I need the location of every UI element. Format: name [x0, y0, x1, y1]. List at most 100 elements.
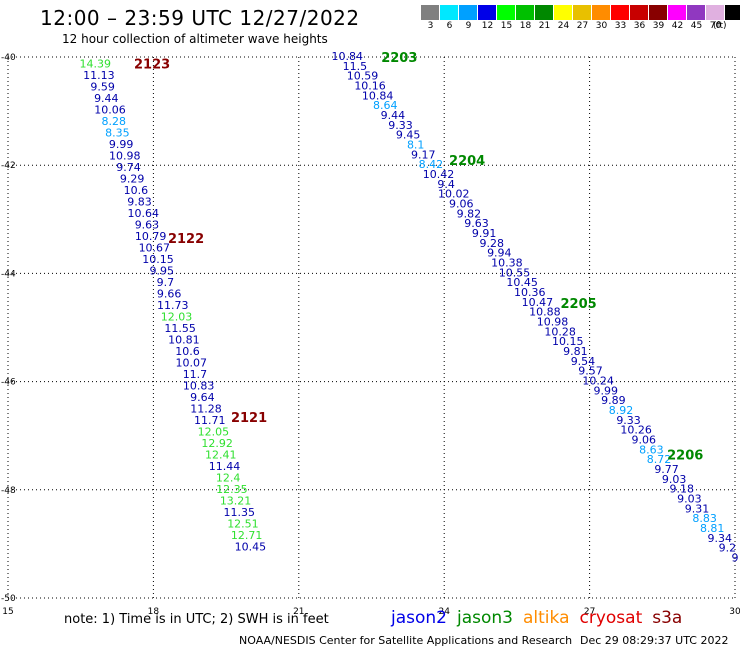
color-scale-labels: 3 6 9 12 15 18 21 24 27 30 33 36 39 42 45 70	[421, 21, 725, 31]
data-label: 12.71	[231, 529, 263, 542]
data-label: 9.91	[472, 227, 497, 240]
color-scale-cell	[459, 5, 478, 20]
data-label: 11.35	[224, 506, 256, 519]
track-label: 2122	[168, 232, 204, 247]
data-label: 14.39	[79, 57, 111, 70]
y-tick-label: -48	[1, 486, 16, 496]
data-label: 9.33	[388, 119, 413, 132]
data-label: 9.82	[457, 207, 482, 220]
data-label: 10.83	[183, 380, 215, 393]
data-label: 12.41	[205, 449, 237, 462]
data-label: 12.51	[227, 518, 259, 531]
color-scale-label: 39	[652, 21, 665, 31]
data-label: 9.28	[479, 237, 504, 250]
color-scale-label: 30	[595, 21, 608, 31]
legend-item-altika: altika	[523, 608, 570, 628]
color-scale-cell	[687, 5, 706, 20]
data-label: 8.35	[105, 127, 130, 140]
data-label: 10.98	[537, 315, 569, 328]
data-label: 9.44	[94, 92, 119, 105]
color-scale-cell	[706, 5, 725, 20]
color-scale-cell	[611, 5, 630, 20]
page-subtitle: 12 hour collection of altimeter wave hei…	[62, 32, 328, 46]
data-label: 9.31	[685, 502, 710, 515]
data-label: 9.99	[109, 138, 134, 151]
color-scale-label: 24	[557, 21, 570, 31]
color-scale-label: 15	[500, 21, 513, 31]
data-label: 8.1	[407, 138, 425, 151]
data-label: 9.03	[677, 492, 702, 505]
data-label: 11.7	[183, 368, 208, 381]
data-label: 9.83	[127, 196, 152, 209]
data-label: 9.44	[381, 109, 406, 122]
color-scale-label: 18	[519, 21, 532, 31]
data-label: 9.99	[594, 384, 619, 397]
timestamp-text: Dec 29 08:29:37 UTC 2022	[580, 634, 729, 647]
color-scale-label: 70	[709, 21, 722, 31]
track-label: 2205	[561, 297, 597, 312]
page-title: 12:00 – 23:59 UTC 12/27/2022	[40, 6, 360, 30]
legend-item-cryosat: cryosat	[579, 608, 643, 628]
data-label: 9.06	[632, 433, 657, 446]
legend-item-jason2: jason2	[391, 608, 447, 628]
data-label: 10.6	[175, 345, 200, 358]
color-scale-unit: (ft)	[713, 21, 727, 31]
data-label: 9.59	[90, 80, 115, 93]
color-scale-label: 9	[465, 21, 472, 31]
data-label: 10.67	[139, 242, 171, 255]
data-label: 11.28	[190, 403, 222, 416]
data-label: 10.16	[354, 79, 386, 92]
data-label: 9.63	[135, 219, 160, 232]
data-label: 10.38	[491, 256, 523, 269]
data-label: 10.81	[168, 334, 200, 347]
y-tick-label: -50	[1, 594, 16, 604]
color-scale-bar	[421, 5, 740, 20]
satellite-legend: jason2 jason3 altika cryosat s3a	[391, 608, 682, 628]
data-label: 10.28	[544, 325, 576, 338]
y-tick-label: -42	[1, 161, 16, 171]
note-text: note: 1) Time is in UTC; 2) SWH is in fe…	[64, 612, 329, 627]
data-label: 10.06	[94, 104, 126, 117]
data-label: 12.4	[216, 472, 241, 485]
data-label: 9.66	[157, 288, 182, 301]
data-label: 10.15	[552, 335, 584, 348]
data-label: 9.18	[670, 483, 695, 496]
data-label: 11.5	[343, 60, 368, 73]
data-label: 11.44	[209, 460, 241, 473]
data-label: 9.7	[157, 276, 175, 289]
data-label: 9.63	[464, 217, 489, 230]
data-label: 12.05	[198, 426, 230, 439]
data-label: 10.26	[620, 424, 652, 437]
data-label: 10.07	[176, 357, 208, 370]
data-label: 10.98	[109, 150, 141, 163]
color-scale-label: 12	[481, 21, 494, 31]
data-label: 10.24	[582, 374, 614, 387]
data-label: 10.79	[135, 230, 167, 243]
color-scale-cell	[554, 5, 573, 20]
data-label: 10.02	[438, 188, 470, 201]
color-scale-cell	[535, 5, 554, 20]
data-label: 9	[732, 551, 739, 564]
data-label: 10.45	[235, 541, 267, 554]
color-scale-cell	[440, 5, 459, 20]
data-label: 11.13	[83, 69, 115, 82]
data-label: 10.88	[529, 306, 561, 319]
data-label: 10.47	[522, 296, 554, 309]
data-label: 11.71	[194, 414, 226, 427]
data-label: 9.34	[708, 532, 733, 545]
color-scale-cell	[516, 5, 535, 20]
data-label: 9.95	[149, 265, 174, 278]
data-label: 12.92	[201, 437, 233, 450]
data-label: 12.03	[161, 311, 193, 324]
credit-text: NOAA/NESDIS Center for Satellite Applica…	[239, 634, 573, 647]
data-label: 9.2	[719, 542, 737, 555]
x-tick-label: 24	[438, 607, 450, 617]
legend-item-s3a: s3a	[652, 608, 683, 628]
color-scale-label: 45	[690, 21, 703, 31]
track-label: 2206	[667, 449, 703, 464]
data-label: 9.77	[654, 463, 679, 476]
data-label: 9.57	[578, 365, 603, 378]
data-label: 10.55	[499, 266, 531, 279]
data-label: 10.42	[423, 168, 455, 181]
